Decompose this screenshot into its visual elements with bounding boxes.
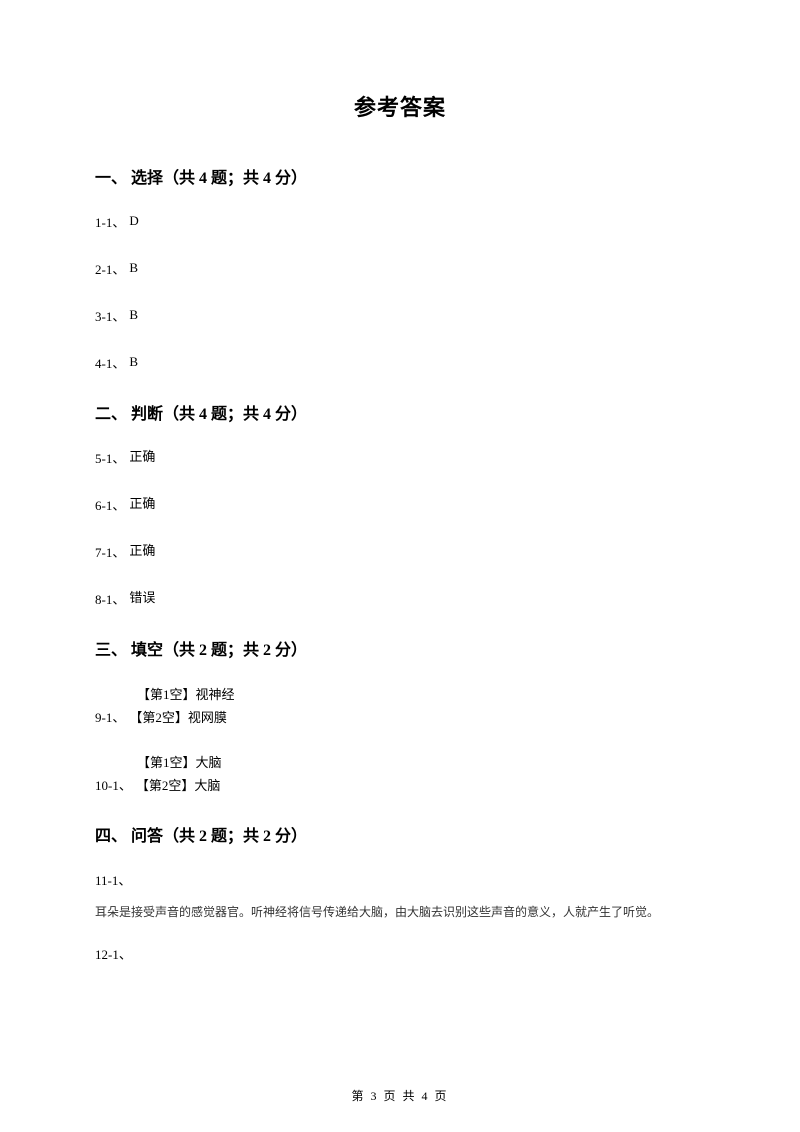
answer-label: 8-1、: [95, 589, 125, 608]
qa-answer-text: 耳朵是接受声音的感觉器官。听神经将信号传递给大脑，由大脑去识别这些声音的意义，人…: [95, 903, 705, 920]
section-3-header: 三、 填空（共 2 题；共 2 分）: [95, 636, 705, 660]
answer-value: D: [129, 213, 138, 229]
answer-label: 3-1、: [95, 306, 125, 325]
page-footer: 第 3 页 共 4 页: [0, 1087, 800, 1104]
fill-blank: 【第1空】视神经: [137, 684, 705, 703]
answer-label: 5-1、: [95, 448, 125, 467]
answer-label: 7-1、: [95, 542, 125, 561]
answer-row-2: 2-1、 B: [95, 259, 705, 278]
answer-label: 12-1、: [95, 944, 705, 963]
answer-label: 9-1、: [95, 707, 125, 726]
fill-blank: 【第1空】大脑: [137, 752, 705, 771]
section-4-header: 四、 问答（共 2 题；共 2 分）: [95, 822, 705, 846]
answer-value: 正确: [129, 540, 155, 559]
answer-value: B: [129, 260, 138, 276]
answer-value: 正确: [129, 493, 155, 512]
answer-label: 11-1、: [95, 870, 705, 889]
answer-label: 2-1、: [95, 259, 125, 278]
answer-value: B: [129, 354, 138, 370]
section-2-header: 二、 判断（共 4 题；共 4 分）: [95, 400, 705, 424]
answer-row-3: 3-1、 B: [95, 306, 705, 325]
fill-blank: 【第2空】视网膜: [129, 707, 227, 726]
page-title: 参考答案: [95, 90, 705, 122]
fill-block-10: 【第1空】大脑 10-1、 【第2空】大脑: [95, 752, 705, 794]
answer-value: B: [129, 307, 138, 323]
answer-label: 4-1、: [95, 353, 125, 372]
answer-row-8: 8-1、 错误: [95, 589, 705, 608]
fill-block-9: 【第1空】视神经 9-1、 【第2空】视网膜: [95, 684, 705, 726]
answer-value: 正确: [129, 446, 155, 465]
answer-value: 错误: [129, 587, 155, 606]
answer-row-6: 6-1、 正确: [95, 495, 705, 514]
answer-label: 1-1、: [95, 212, 125, 231]
section-1-header: 一、 选择（共 4 题；共 4 分）: [95, 164, 705, 188]
answer-row-4: 4-1、 B: [95, 353, 705, 372]
fill-blank: 【第2空】大脑: [136, 775, 221, 794]
answer-row-5: 5-1、 正确: [95, 448, 705, 467]
answer-label: 10-1、: [95, 775, 132, 794]
answer-row-1: 1-1、 D: [95, 212, 705, 231]
answer-row-7: 7-1、 正确: [95, 542, 705, 561]
answer-label: 6-1、: [95, 495, 125, 514]
